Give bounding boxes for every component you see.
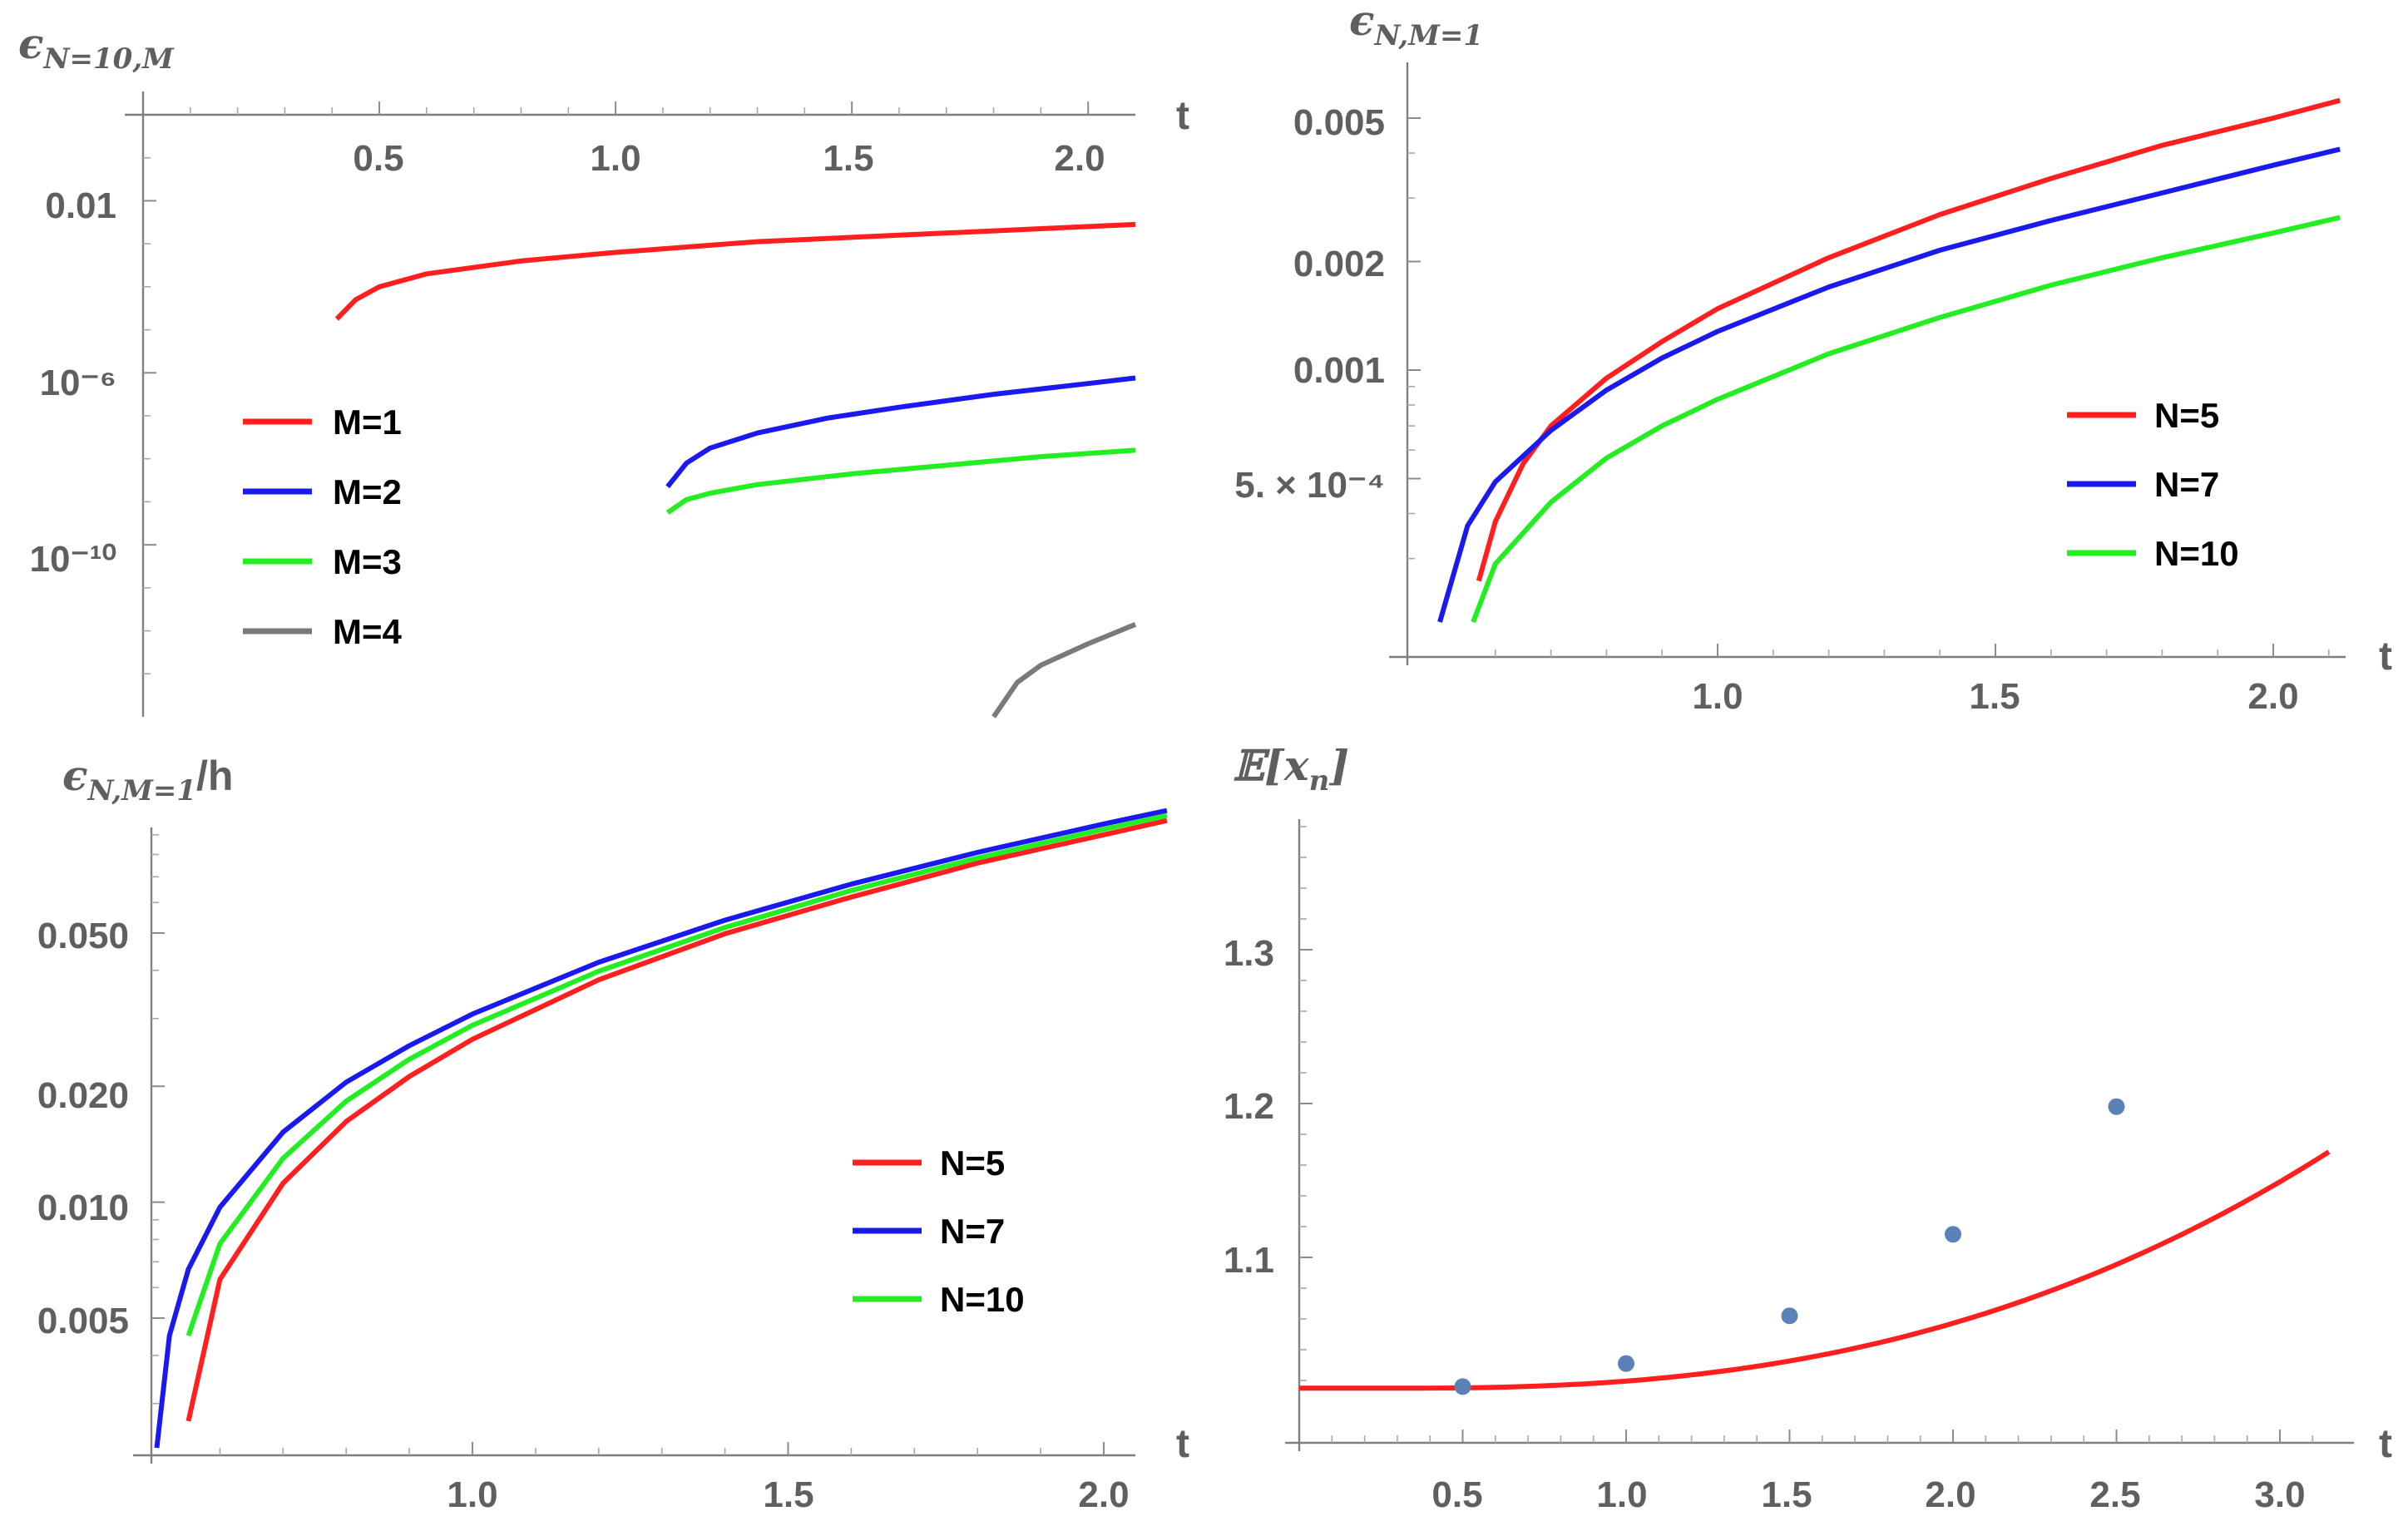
data-point: [1781, 1307, 1798, 1325]
x-tick-label: 1.5: [823, 138, 873, 179]
x-tick-label: 1.0: [1596, 1474, 1647, 1515]
panel-expectation-xn: 𝔼[xn] 0.5 1.0 1.5 2.0 2.5 3.0 t 1.1 1.2 …: [1224, 741, 2392, 1515]
legend-label: N=10: [2154, 534, 2239, 573]
y-tick-label: 0.002: [1293, 244, 1385, 284]
x-ticks: [219, 1442, 1105, 1455]
x-tick-label: 1.5: [1761, 1474, 1812, 1515]
y-ticks: [1407, 117, 1421, 560]
x-axis-label: t: [1176, 1422, 1189, 1466]
x-tick-label: 0.5: [1431, 1474, 1482, 1515]
x-axis-label: t: [2379, 635, 2392, 679]
x-tick-label: 3.0: [2254, 1474, 2305, 1515]
panel-title: ϵN,M=1: [1349, 0, 1483, 52]
legend-label: N=7: [940, 1212, 1005, 1251]
series-n-5: [1476, 97, 2341, 582]
y-tick-label: 1.1: [1224, 1240, 1274, 1281]
x-tick-label: 2.0: [1054, 138, 1105, 179]
legend-label: N=5: [940, 1143, 1005, 1183]
y-tick-label: 0.050: [37, 916, 129, 956]
data-point: [2108, 1098, 2125, 1115]
plot-curves: [334, 221, 1137, 719]
x-axis-label: t: [2379, 1422, 2392, 1466]
y-tick-label: 1.2: [1224, 1086, 1274, 1127]
panel-epsilon-n-m1: ϵN,M=1 1.0 1.5 2.0 t 0.005 0.002 0.001 5…: [1234, 0, 2392, 717]
y-tick-label: 10⁻¹⁰: [30, 539, 116, 580]
series-m-2: [665, 375, 1136, 489]
y-ticks: [143, 156, 156, 675]
x-axis-label: t: [1176, 94, 1189, 138]
x-ticks: [1495, 644, 2330, 657]
x-tick-label: 2.0: [1925, 1474, 1975, 1515]
x-tick-label: 1.0: [447, 1474, 497, 1515]
x-ticks: [190, 101, 1090, 115]
panel-title: 𝔼[xn]: [1233, 741, 1349, 798]
legend-label: N=5: [2154, 396, 2219, 435]
y-tick-label: 0.010: [37, 1188, 129, 1228]
series-n-10: [1471, 215, 2341, 624]
series-n-10: [185, 812, 1168, 1337]
data-point: [1618, 1355, 1634, 1372]
panel-title: ϵN=10,M: [18, 19, 175, 76]
series-expectation-curve: [1299, 1149, 2331, 1391]
legend-label: N=10: [940, 1280, 1025, 1319]
y-tick-label: 5. × 10⁻⁴: [1234, 465, 1385, 506]
panel-epsilon-over-h: ϵN,M=1/h 1.0 1.5 2.0 t 0.050 0.020 0.010…: [37, 751, 1189, 1515]
x-tick-label: 2.0: [1078, 1474, 1129, 1515]
series-n-5: [185, 817, 1168, 1422]
legend-label: M=3: [333, 542, 402, 581]
plot-curves: [1299, 1098, 2331, 1395]
x-tick-label: 2.5: [2089, 1474, 2140, 1515]
legend-label: N=7: [2154, 465, 2219, 504]
y-tick-label: 10⁻⁶: [40, 363, 116, 403]
y-tick-label: 0.020: [37, 1075, 129, 1116]
series-n-7: [1437, 146, 2341, 623]
legend: M=1 M=2 M=3 M=4: [243, 402, 403, 651]
y-tick-label: 0.01: [45, 185, 116, 226]
plot-curves: [154, 807, 1168, 1449]
y-tick-label: 1.3: [1224, 933, 1274, 974]
x-tick-label: 1.5: [763, 1474, 813, 1515]
y-ticks: [151, 834, 165, 1405]
legend-label: M=1: [333, 402, 402, 442]
panel-title: ϵN,M=1/h: [62, 751, 233, 807]
series-m-3: [665, 447, 1136, 515]
series-m-4: [991, 622, 1137, 719]
data-point: [1454, 1378, 1471, 1395]
data-point: [1945, 1226, 1961, 1243]
legend: N=5 N=7 N=10: [2067, 396, 2239, 573]
x-ticks: [1331, 1430, 2314, 1443]
y-tick-label: 0.005: [1293, 102, 1385, 143]
series-n-7: [154, 807, 1168, 1449]
x-tick-label: 2.0: [2247, 676, 2298, 717]
x-tick-label: 1.0: [1692, 676, 1743, 717]
y-ticks: [1299, 826, 1313, 1381]
panel-epsilon-n10-m: ϵN=10,M 0.5 1.0 1.5 2.0 t 0.01 10⁻⁶ 10⁻¹…: [18, 19, 1189, 719]
x-tick-label: 0.5: [353, 138, 403, 179]
y-tick-label: 0.005: [37, 1301, 129, 1341]
series-m-1: [334, 221, 1136, 321]
legend-label: M=2: [333, 472, 402, 511]
legend-label: M=4: [333, 612, 403, 651]
legend: N=5 N=7 N=10: [853, 1143, 1025, 1319]
x-tick-label: 1.0: [590, 138, 640, 179]
x-tick-label: 1.5: [1969, 676, 2020, 717]
y-tick-label: 0.001: [1293, 350, 1385, 391]
plot-curves: [1437, 97, 2341, 624]
